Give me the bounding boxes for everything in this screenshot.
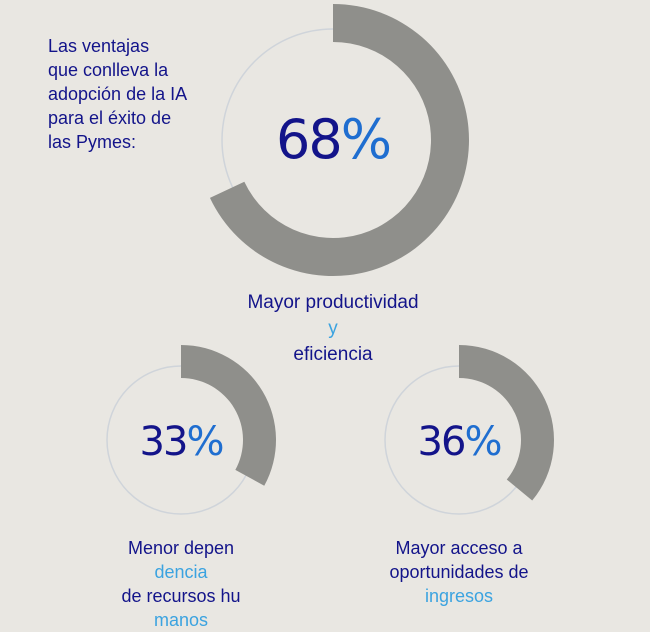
caption-highlight: manos [153, 610, 209, 630]
caption-productividad: Mayor productividad y eficiencia [183, 290, 483, 368]
caption-line: Menor depen dencia [61, 536, 301, 584]
donut-value-number: 68 [276, 108, 341, 171]
caption-text: Mayor productividad [247, 292, 419, 313]
caption-text: Menor depen [127, 538, 235, 558]
caption-text: Mayor acceso a [395, 538, 523, 558]
donut-chart-recursos-humanos: 33% [106, 345, 276, 515]
intro-line: las Pymes: [48, 132, 137, 152]
caption-line: eficiencia [183, 342, 483, 368]
intro-line: Las ventajas [48, 36, 150, 56]
caption-ingresos: Mayor acceso a oportunidades de ingresos [334, 536, 584, 608]
caption-highlight: ingresos [424, 586, 494, 606]
donut-value-percent: % [464, 419, 500, 465]
donut-chart-ingresos: 36% [384, 345, 554, 515]
donut-arc [459, 345, 554, 501]
caption-line: Mayor acceso a [334, 536, 584, 560]
caption-recursos-humanos: Menor depen dencia de recursos hu manos [61, 536, 301, 632]
caption-line: Mayor productividad y [183, 290, 483, 342]
intro-line: que conlleva la [48, 60, 169, 80]
donut-arc [181, 345, 276, 486]
caption-text: oportunidades de [389, 562, 529, 582]
donut-charts: 68% 33% 36% [106, 4, 554, 515]
donut-value-percent: % [186, 419, 222, 465]
caption-highlight: y [328, 318, 338, 339]
donut-value-number: 33 [140, 419, 187, 465]
caption-highlight: dencia [154, 562, 208, 582]
donut-value-label: 36% [418, 419, 501, 465]
donut-value-label: 68% [276, 108, 390, 171]
caption-line: de recursos hu manos [61, 584, 301, 632]
donut-value-number: 36 [418, 419, 465, 465]
caption-text: eficiencia [293, 344, 373, 365]
intro-text: Las ventajas que conlleva la adopción de… [48, 34, 218, 154]
donut-arc [209, 4, 469, 277]
caption-text: de recursos hu [121, 586, 241, 606]
donut-chart-productividad: 68% [209, 4, 469, 277]
intro-line: adopción de la IA [48, 84, 188, 104]
caption-line: oportunidades de ingresos [334, 560, 584, 608]
donut-value-label: 33% [140, 419, 223, 465]
intro-line: para el éxito de [48, 108, 172, 128]
donut-value-percent: % [341, 108, 390, 171]
